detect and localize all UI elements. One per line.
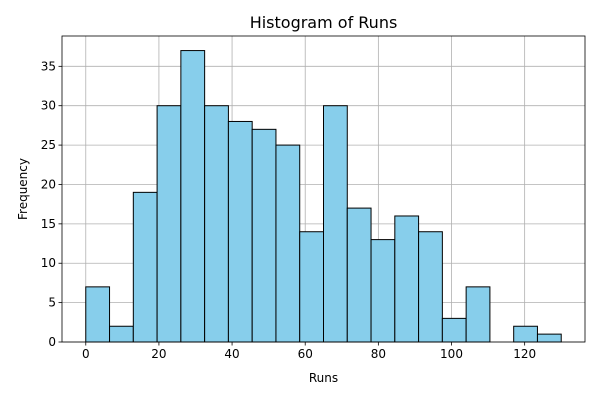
histogram-bar [275,144,301,343]
histogram-bar [441,317,467,343]
histogram-bar [180,50,206,343]
histogram-bar [418,231,443,343]
histogram-bar [109,325,134,343]
histogram-bar [394,215,420,343]
histogram-bar [513,325,538,343]
x-axis-label: Runs [309,371,338,385]
histogram-bar [323,105,348,343]
chart-title: Histogram of Runs [250,13,398,32]
y-tick-label: 15 [41,217,56,231]
histogram-bar [85,286,111,343]
y-axis-ticks: 0 5 10 15 20 25 30 35 [41,59,62,349]
bars [85,50,562,343]
histogram-bar [370,239,396,343]
x-tick-label: 120 [513,347,536,361]
y-tick-label: 20 [41,177,56,191]
histogram-bar [346,207,372,343]
histogram-bar [536,333,562,343]
plot-frame [61,35,586,343]
histogram-bar [156,105,182,343]
histogram-bar [132,191,158,343]
y-tick-label: 5 [48,296,56,310]
y-tick-label: 25 [41,138,56,152]
histogram-bar [204,105,229,343]
x-axis-ticks: 0 20 40 60 80 100 120 [82,342,536,361]
y-tick-label: 10 [41,256,56,270]
y-tick-label: 0 [48,335,56,349]
x-tick-label: 100 [440,347,463,361]
x-tick-label: 60 [298,347,313,361]
x-tick-label: 80 [371,347,386,361]
y-tick-label: 30 [41,99,56,113]
y-tick-label: 35 [41,59,56,73]
histogram-bar [465,286,491,343]
y-axis-label: Frequency [16,158,30,220]
histogram-bar [251,128,277,343]
histogram-bar [227,120,253,343]
x-tick-label: 0 [82,347,90,361]
x-tick-label: 20 [151,347,166,361]
histogram-bar [299,231,324,343]
x-tick-label: 40 [224,347,239,361]
